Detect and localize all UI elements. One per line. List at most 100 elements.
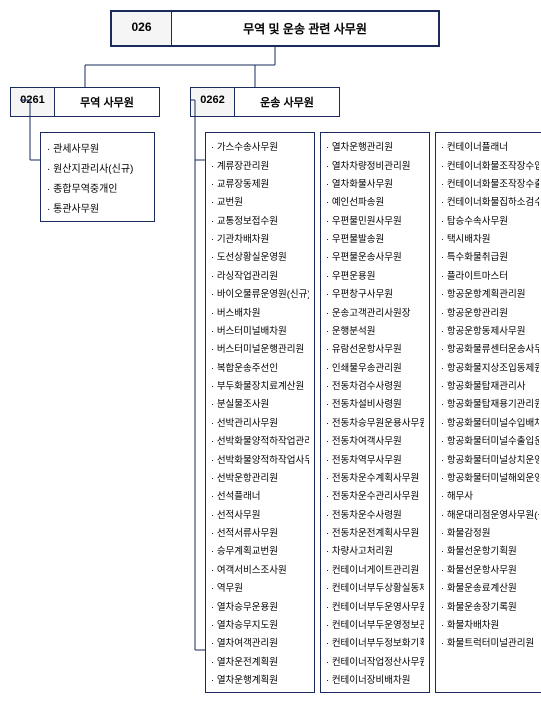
list-item: 전동차운수관리사무원 — [326, 486, 424, 504]
list-item: 복합운송주선인 — [211, 358, 309, 376]
list-item: 전동차운수사령원 — [326, 505, 424, 523]
right-code: 0262 — [191, 88, 235, 116]
list-item: 화물선운항사무원 — [441, 560, 539, 578]
list-item: 항공운항관리원 — [441, 302, 539, 320]
list-item: 통관사무원 — [47, 197, 148, 217]
list-item: 열차승무지도원 — [211, 615, 309, 633]
list-item: 차량사고처리원 — [326, 541, 424, 559]
list-item: 선박관리사무원 — [211, 413, 309, 431]
right-branch: 0262 운송 사무원 가스수송사무원계류장관리원교류장동제원교번원교통정보접수… — [170, 87, 541, 693]
list-item: 항공화물탑재용기관리원(신규) — [441, 394, 539, 412]
list-item: 컨테이너부두운영사무원 — [326, 596, 424, 614]
list-item: 열차승무운용원 — [211, 596, 309, 614]
list-item: 선적사무원 — [211, 505, 309, 523]
right-label: 운송 사무원 — [235, 88, 339, 116]
list-item: 버스배차원 — [211, 302, 309, 320]
list-item: 컨테이너장비배차원 — [326, 670, 424, 688]
list-item: 전동차검수사령원 — [326, 376, 424, 394]
list-item: 라싱작업관리원 — [211, 266, 309, 284]
list-item: 교류장동제원 — [211, 174, 309, 192]
list-item: 교통정보접수원 — [211, 211, 309, 229]
list-item: 선박화물양적하작업관리자 — [211, 431, 309, 449]
list-item: 인쇄물우송관리원 — [326, 358, 424, 376]
list-item: 컨테이너게이트관리원 — [326, 560, 424, 578]
list-item: 컨테이너부두정보화기획원 — [326, 633, 424, 651]
list-item: 예인선파송원 — [326, 192, 424, 210]
list-item: 탑승수속사무원 — [441, 211, 539, 229]
list-item: 유람선운항사무원 — [326, 339, 424, 357]
list-item: 계류장관리원 — [211, 155, 309, 173]
list-item: 전동차운전계획사무원 — [326, 523, 424, 541]
list-item: 화물차배차원 — [441, 615, 539, 633]
list-item: 도선상황실운영원 — [211, 247, 309, 265]
list-item: 열차운행계획원 — [211, 670, 309, 688]
list-item: 항공화물터미널수입배차운영원(신규) — [441, 413, 539, 431]
list-item: 화물운송장기록원 — [441, 596, 539, 614]
list-item: 컨테이너부두상황실동제원 — [326, 578, 424, 596]
list-item: 선적서류사무원 — [211, 523, 309, 541]
list-item: 항공화물탑재관리사 — [441, 376, 539, 394]
list-item: 특수화물취급원 — [441, 247, 539, 265]
list-item: 분실물조사원 — [211, 394, 309, 412]
list-item: 전동차설비사령원 — [326, 394, 424, 412]
list-item: 여객서비스조사원 — [211, 560, 309, 578]
list-item: 바이오물류운영원(신규) — [211, 284, 309, 302]
list-item: 열차화물사무원 — [326, 174, 424, 192]
list-item: 선박화물양적하작업사무원 — [211, 449, 309, 467]
list-item: 관세사무원 — [47, 137, 148, 157]
list-item: 우편물발송원 — [326, 229, 424, 247]
items-column: 열차운행관리원열차차량정비관리원열차화물사무원예인선파송원우편물민원사무원우편물… — [320, 132, 430, 693]
list-item: 버스터미널배차원 — [211, 321, 309, 339]
list-item: 선박운항관리원 — [211, 468, 309, 486]
right-node: 0262 운송 사무원 — [190, 87, 340, 117]
list-item: 열차운행관리원 — [326, 137, 424, 155]
list-item: 승무계획교번원 — [211, 541, 309, 559]
list-item: 컨테이너작업정산사무원 — [326, 652, 424, 670]
list-item: 역무원 — [211, 578, 309, 596]
children-row: 0261 무역 사무원 관세사무원원산지관리사(신규)종합무역중개인통관사무원 … — [10, 87, 531, 693]
list-item: 운행분석원 — [326, 321, 424, 339]
list-item: 운송고객관리사원장 — [326, 302, 424, 320]
left-branch: 0261 무역 사무원 관세사무원원산지관리사(신규)종합무역중개인통관사무원 — [10, 87, 160, 222]
list-item: 컨테이너플래너 — [441, 137, 539, 155]
list-item: 가스수송사무원 — [211, 137, 309, 155]
left-label: 무역 사무원 — [55, 88, 159, 116]
list-item: 우편창구사무원 — [326, 284, 424, 302]
list-item: 플라이트마스터 — [441, 266, 539, 284]
list-item: 원산지관리사(신규) — [47, 157, 148, 177]
list-item: 화물선운항기획원 — [441, 541, 539, 559]
list-item: 종합무역중개인 — [47, 177, 148, 197]
list-item: 컨테이너화물집하소검수원 — [441, 192, 539, 210]
list-item: 열차여객관리원 — [211, 633, 309, 651]
left-node: 0261 무역 사무원 — [10, 87, 160, 117]
list-item: 우편운용원 — [326, 266, 424, 284]
list-item: 항공화물터미널해외운영원(신규) — [441, 468, 539, 486]
list-item: 전동차여객사무원 — [326, 431, 424, 449]
list-item: 해무사 — [441, 486, 539, 504]
root-node: 026 무역 및 운송 관련 사무원 — [110, 10, 440, 47]
list-item: 버스터미널운행관리원 — [211, 339, 309, 357]
list-item: 컨테이너부두운영정보관리원 — [326, 615, 424, 633]
list-item: 열차운전계획원 — [211, 652, 309, 670]
items-column: 가스수송사무원계류장관리원교류장동제원교번원교통정보접수원기관차배차원도선상황실… — [205, 132, 315, 693]
list-item: 항공운항동제사무원 — [441, 321, 539, 339]
list-item: 해운대리점운영사무원(신규) — [441, 505, 539, 523]
left-code: 0261 — [11, 88, 55, 116]
list-item: 항공화물터미널상치운영원(신규) — [441, 449, 539, 467]
list-item: 항공화물류센터운송사무원(신규) — [441, 339, 539, 357]
list-item: 기관차배차원 — [211, 229, 309, 247]
list-item: 항공화물터미널수출입운영원(신규) — [441, 431, 539, 449]
list-item: 교번원 — [211, 192, 309, 210]
list-item: 컨테이너화물조작장수출사무원 — [441, 174, 539, 192]
list-item: 전동차승무원운용사무원 — [326, 413, 424, 431]
right-items-columns: 가스수송사무원계류장관리원교류장동제원교번원교통정보접수원기관차배차원도선상황실… — [205, 132, 541, 693]
list-item: 전동차운수계획사무원 — [326, 468, 424, 486]
list-item: 컨테이너화물조작장수입사무원 — [441, 155, 539, 173]
list-item: 택시배차원 — [441, 229, 539, 247]
list-item: 항공화물지상조입동제원(신규) — [441, 358, 539, 376]
items-column: 컨테이너플래너컨테이너화물조작장수입사무원컨테이너화물조작장수출사무원컨테이너화… — [435, 132, 541, 693]
list-item: 선석플래너 — [211, 486, 309, 504]
list-item: 열차차량정비관리원 — [326, 155, 424, 173]
list-item: 우편물운송사무원 — [326, 247, 424, 265]
list-item: 부두화물장치료계산원 — [211, 376, 309, 394]
